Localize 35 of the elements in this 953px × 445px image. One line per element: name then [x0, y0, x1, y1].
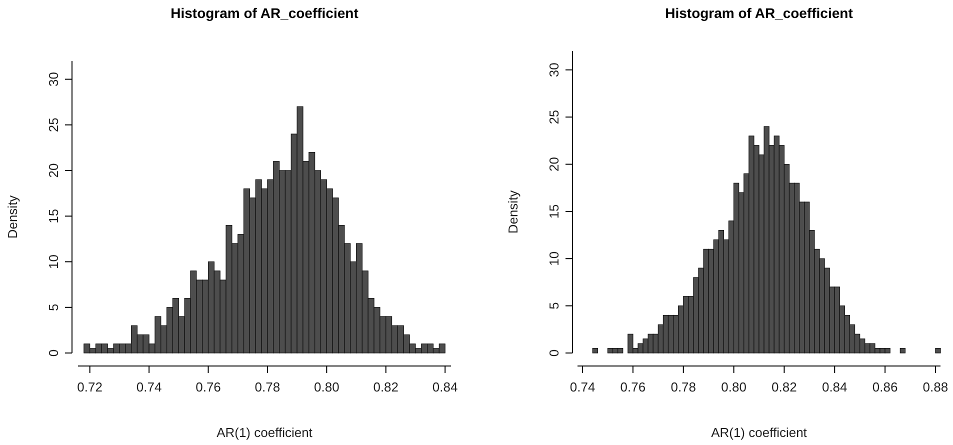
y-tick-label: 15	[46, 208, 62, 224]
x-tick-label: 0.78	[670, 380, 696, 395]
x-tick-label: 0.84	[822, 380, 848, 395]
y-axis-title: Density	[506, 190, 520, 234]
y-tick-label: 30	[46, 72, 62, 86]
y-tick-label: 0	[546, 349, 562, 357]
x-tick-label: 0.82	[772, 380, 797, 395]
y-tick-label: 15	[546, 204, 562, 219]
y-tick-label: 5	[46, 304, 62, 311]
y-tick-label: 25	[46, 118, 62, 132]
x-axis-title: AR(1) coefficient	[216, 425, 313, 440]
chart-title: Histogram of AR_coefficient	[170, 5, 359, 21]
x-tick-label: 0.74	[570, 380, 596, 395]
x-tick-label: 0.86	[872, 380, 898, 395]
y-tick-label: 20	[46, 163, 62, 178]
y-axis-title: Density	[5, 194, 20, 239]
y-tick-label: 20	[546, 157, 562, 172]
x-tick-label: 0.76	[196, 380, 221, 395]
x-axis-title: AR(1) coefficient	[711, 425, 808, 440]
y-tick-label: 5	[546, 302, 562, 310]
x-tick-label: 0.72	[77, 380, 102, 395]
x-tick-label: 0.84	[432, 380, 458, 395]
chart-title: Histogram of AR_coefficient	[665, 5, 854, 21]
y-tick-label: 25	[546, 110, 562, 124]
y-tick-label: 10	[46, 254, 62, 269]
y-tick-label: 30	[546, 62, 562, 78]
y-tick-label: 0	[46, 349, 62, 357]
x-tick-label: 0.80	[314, 380, 340, 395]
x-tick-label: 0.82	[373, 380, 399, 395]
x-tick-label: 0.80	[721, 380, 746, 395]
x-tick-label: 0.74	[136, 380, 162, 395]
x-tick-label: 0.76	[620, 380, 646, 395]
x-tick-label: 0.78	[254, 380, 280, 395]
x-tick-label: 0.88	[922, 380, 948, 395]
y-tick-label: 10	[546, 251, 562, 266]
